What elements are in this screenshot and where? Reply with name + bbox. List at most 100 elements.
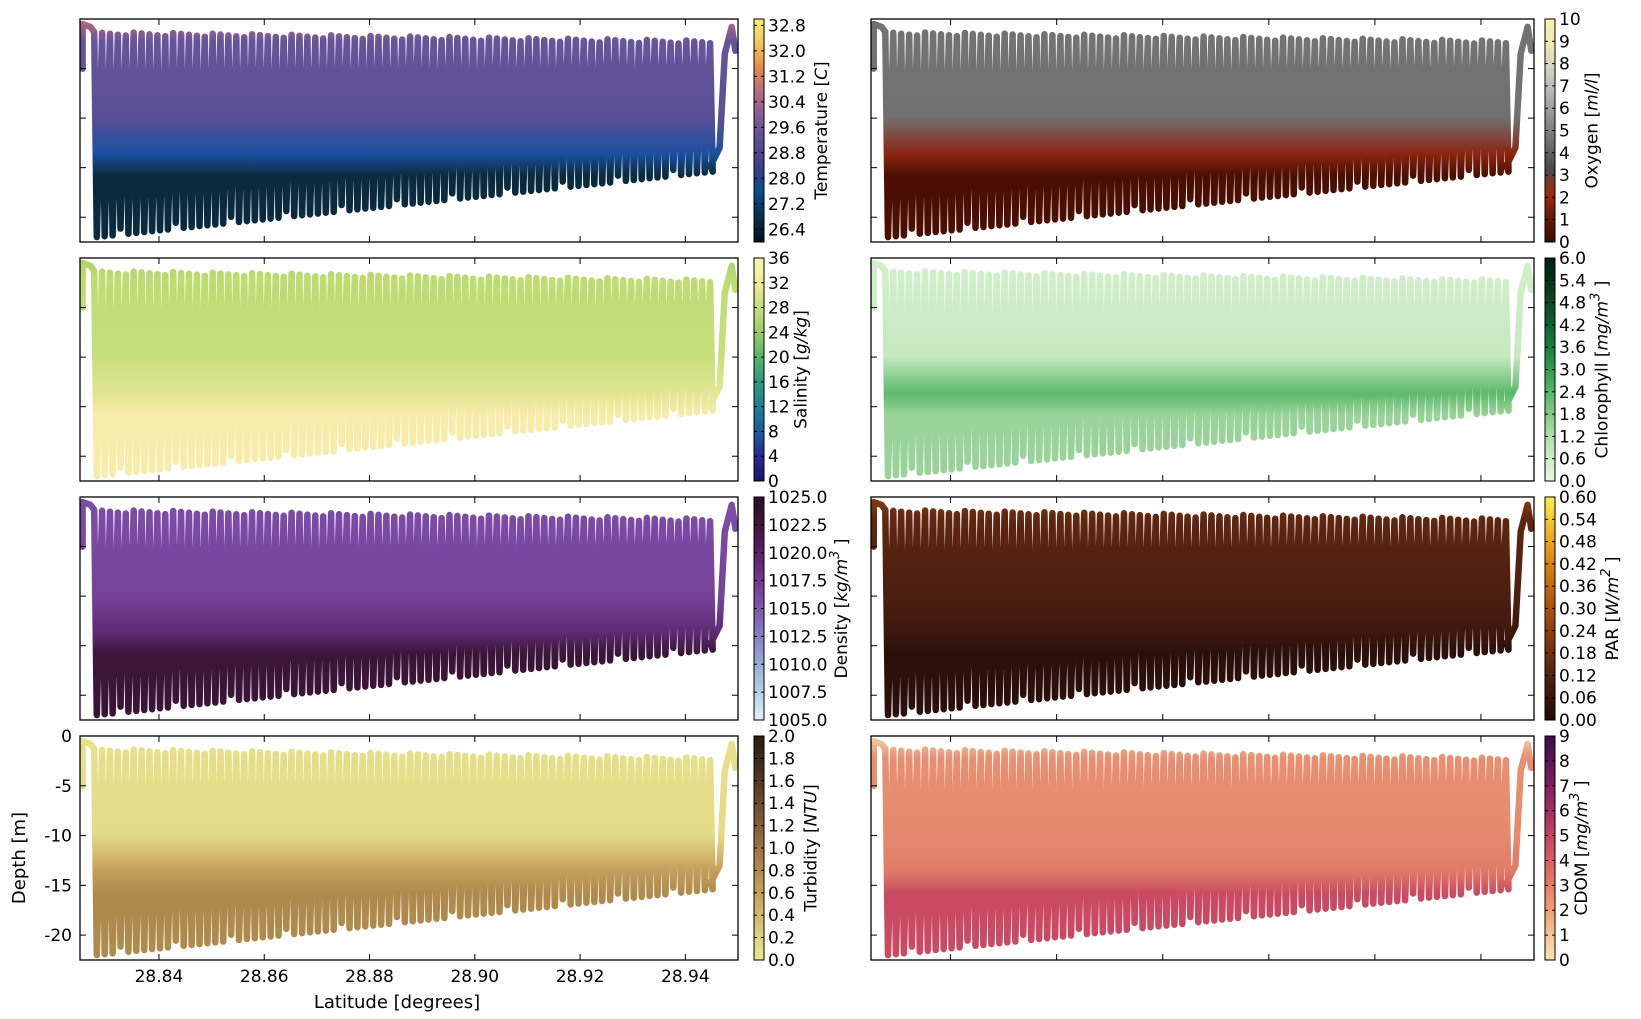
colorbar-tick-label: 3.6	[1559, 338, 1586, 358]
colorbar-tick-label: 6	[1559, 99, 1570, 119]
temperature-axes-frame	[79, 18, 739, 243]
colorbar-tick-label: 1022.5	[768, 516, 827, 536]
y-axis-label: Depth [m]	[9, 812, 30, 904]
colorbar-tick-label: 0.0	[768, 951, 795, 971]
x-tick-label: 28.90	[450, 967, 499, 987]
y-tick-label: -5	[55, 777, 72, 797]
panel-par: 0.000.06 0.120.180.240.30 0.360.420.48 0.54…	[870, 488, 1623, 731]
temperature-colorbar-gradient	[753, 18, 765, 243]
colorbar-tick-label: 28.8	[768, 144, 806, 164]
turbidity-colorbar: 0.00.2 0.40.6 0.81.01.2 1.41.6 1.82.0 Turbidi…	[753, 727, 822, 971]
colorbar-tick-label: 1.2	[1559, 427, 1586, 447]
colorbar-tick-label: 0.00	[1559, 711, 1597, 731]
colorbar-tick-label: 4	[768, 447, 779, 467]
salinity-colorbar-label: Salinity [g/kg]	[791, 310, 811, 429]
salinity-profile-track	[80, 259, 738, 480]
colorbar-tick-label: 20	[768, 348, 790, 368]
colorbar-tick-label: 1.2	[768, 817, 795, 837]
chlorophyll-profile-track	[871, 259, 1534, 480]
y-tick-label: -10	[44, 827, 72, 847]
colorbar-tick-label: 32.8	[768, 16, 806, 36]
colorbar-tick-label: 1.8	[768, 749, 795, 769]
colorbar-tick-label: 1015.0	[768, 600, 827, 620]
colorbar-tick-label: 4	[1559, 144, 1570, 164]
temperature-colorbar-label: Temperature [C]	[812, 61, 832, 200]
colorbar-tick-label: 2.4	[1559, 383, 1586, 403]
colorbar-tick-label: 8	[1559, 55, 1570, 75]
colorbar-tick-label: 6	[1559, 802, 1570, 822]
colorbar-tick-label: 0.24	[1559, 622, 1597, 642]
colorbar-tick-label: 0.30	[1559, 600, 1597, 620]
colorbar-tick-label: 0	[1559, 233, 1570, 253]
colorbar-tick-label: 1005.0	[768, 711, 827, 731]
colorbar-tick-label: 4	[1559, 851, 1570, 871]
panel-chlorophyll: 0.00.6 1.21.82.43.0 3.64.24.8 5.46.0Chlorop…	[870, 249, 1613, 492]
cdom-axes-frame	[870, 735, 1535, 961]
panel-turbidity: 28.84 28.86 28.88 28.90 28.92 28.94 0 -5 -10 -15 -…	[44, 727, 821, 987]
y-tick-label: 0	[61, 727, 72, 747]
colorbar-tick-label: 6.0	[1559, 249, 1586, 269]
colorbar-tick-label: 1012.5	[768, 627, 827, 647]
colorbar-tick-label: 0.54	[1559, 510, 1597, 530]
colorbar-tick-label: 2	[1559, 188, 1570, 208]
colorbar-tick-label: 0.8	[768, 861, 795, 881]
colorbar-tick-label: 1007.5	[768, 683, 827, 703]
colorbar-tick-label: 0.42	[1559, 555, 1597, 575]
cdom-colorbar: 0 1 2 3 4 5 6 7 8 9 CDOM [mg/m3 ]	[1544, 727, 1592, 971]
x-tick-label: 28.94	[661, 967, 710, 987]
colorbar-tick-label: 0.06	[1559, 689, 1597, 709]
salinity-colorbar-gradient	[753, 257, 765, 482]
panel-temperature: 26.4 27.2 28.0 28.8 29.6 30.4 31.2 32.0 32.8 Temp…	[79, 16, 832, 243]
y-tick-label: -15	[44, 876, 72, 896]
oxygen-axes-frame	[870, 18, 1535, 243]
y-tick-label: -20	[44, 926, 72, 946]
colorbar-tick-label: 7	[1559, 777, 1570, 797]
panel-cdom: 0 1 2 3 4 5 6 7 8 9 CDOM [mg/m3 ]	[870, 727, 1592, 971]
colorbar-tick-label: 0.12	[1559, 666, 1597, 686]
colorbar-tick-label: 1.0	[768, 839, 795, 859]
turbidity-axes-frame	[79, 735, 739, 961]
density-profile-track	[80, 498, 738, 719]
x-axis-label: Latitude [degrees]	[314, 992, 480, 1013]
colorbar-tick-label: 0.6	[768, 884, 795, 904]
cdom-colorbar-gradient	[1544, 735, 1556, 961]
colorbar-tick-label: 0	[1559, 951, 1570, 971]
temperature-colorbar: 26.4 27.2 28.0 28.8 29.6 30.4 31.2 32.0 32.8 Temp…	[753, 16, 832, 243]
colorbar-tick-label: 8	[768, 422, 779, 442]
colorbar-tick-label: 1	[1559, 926, 1570, 946]
x-tick-label: 28.88	[345, 967, 394, 987]
colorbar-tick-label: 1.8	[1559, 405, 1586, 425]
colorbar-tick-label: 4.8	[1559, 294, 1586, 314]
colorbar-tick-label: 2	[1559, 901, 1570, 921]
colorbar-tick-label: 0.36	[1559, 577, 1597, 597]
colorbar-tick-label: 28.0	[768, 169, 806, 189]
chlorophyll-colorbar: 0.00.6 1.21.82.43.0 3.64.24.8 5.46.0Chlorop…	[1544, 249, 1613, 492]
panels: 26.427.228.028.829.630.431.232.032.8Temp…	[44, 10, 1623, 987]
cdom-profile-track	[871, 737, 1534, 959]
colorbar-tick-label: 0.48	[1559, 533, 1597, 553]
par-profile-track	[871, 498, 1534, 719]
colorbar-tick-label: 3	[1559, 876, 1570, 896]
colorbar-tick-label: 5	[1559, 827, 1570, 847]
colorbar-tick-label: 7	[1559, 77, 1570, 97]
temperature-profile-track	[80, 20, 738, 241]
oxygen-colorbar-label: Oxygen [ml/l]	[1582, 73, 1602, 189]
chlorophyll-colorbar-label: Chlorophyll [mg/m3 ]	[1589, 281, 1613, 459]
par-axes-frame	[870, 496, 1535, 721]
colorbar-tick-label: 0.6	[1559, 450, 1586, 470]
chlorophyll-axes-frame	[870, 257, 1535, 482]
colorbar-tick-label: 32.0	[768, 42, 806, 62]
colorbar-tick-label: 30.4	[768, 93, 806, 113]
x-tick-label: 28.84	[135, 967, 184, 987]
colorbar-tick-label: 0.4	[768, 906, 795, 926]
colorbar-tick-label: 10	[1559, 10, 1581, 30]
colorbar-tick-label: 32	[768, 274, 790, 294]
colorbar-tick-label: 0.0	[1559, 472, 1586, 492]
colorbar-tick-label: 31.2	[768, 67, 806, 87]
colorbar-tick-label: 3	[1559, 166, 1570, 186]
colorbar-tick-label: 1.4	[768, 794, 795, 814]
colorbar-tick-label: 1	[1559, 211, 1570, 231]
